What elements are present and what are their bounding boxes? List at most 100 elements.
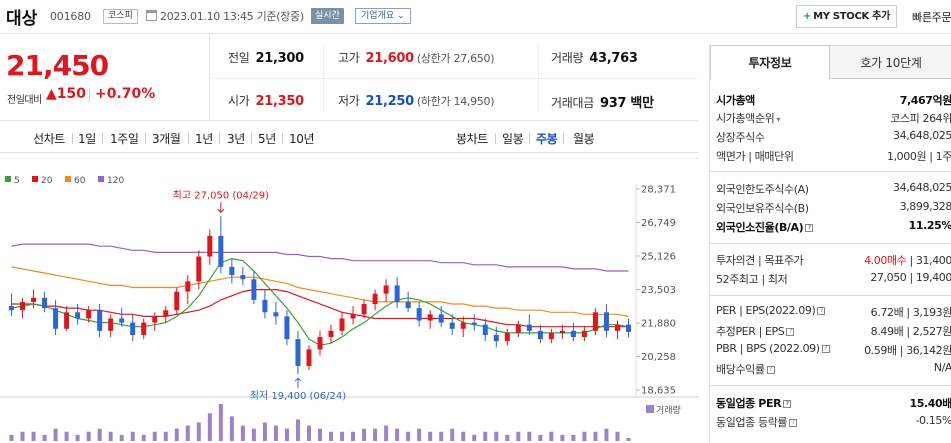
est-per-eps-row: 추정PER | EPS? 8.49배 | 2,527원	[716, 325, 951, 338]
y-tick-label: 25,126	[641, 252, 676, 263]
volume: 거래량 43,763	[551, 51, 638, 66]
legend-label-120: 120	[107, 176, 124, 186]
volume-bar	[505, 434, 510, 441]
candle-body	[493, 334, 499, 342]
foreign-holding-row: 외국인보유주식수(B) 3,899,328	[716, 200, 951, 215]
volume-bar	[428, 431, 433, 441]
candle-body	[64, 312, 70, 329]
candle-body	[196, 256, 202, 282]
candle-body	[141, 322, 147, 335]
period-1d[interactable]: 1일	[78, 132, 96, 146]
change-label: 전일대비	[7, 95, 42, 106]
pbr-bps-row: PBR | BPS (2022.09)? 0.59배 | 36,142원	[716, 342, 951, 357]
info-icon: ?	[805, 224, 814, 232]
foreign-limit-row: 외국인한도주식수(A) 34,648,025	[716, 181, 951, 196]
ma120-line	[11, 243, 629, 272]
timestamp: 2023.01.10 13:45 기준(장중)	[160, 10, 304, 23]
candle-body	[427, 314, 433, 321]
volume-bar	[461, 431, 466, 441]
volume-bar	[108, 431, 113, 441]
volume-bar	[9, 434, 14, 441]
volume-bar	[20, 431, 25, 441]
volume-bar	[626, 437, 631, 441]
volume-bar	[86, 431, 91, 441]
legend-label-20: 20	[41, 176, 53, 186]
candle-body	[570, 330, 576, 338]
volume-bar	[527, 431, 532, 441]
volume-bar	[185, 425, 190, 441]
line-chart-label: 선차트	[33, 132, 65, 146]
candle-body	[339, 318, 345, 331]
candle-body	[86, 310, 92, 319]
add-mystock-button[interactable]: + MY STOCK 추가	[796, 5, 897, 28]
trade-amount: 거래대금 937 백만	[551, 96, 654, 111]
volume-bar	[119, 434, 124, 441]
y-tick-label: 23,503	[641, 285, 676, 296]
candle-body	[504, 332, 510, 342]
candle-body	[174, 291, 180, 311]
tab-orderbook[interactable]: 호가 10단계	[830, 45, 951, 79]
market-cap-row: 시가총액 7,467억원	[716, 94, 951, 107]
info-icon: ?	[766, 366, 775, 374]
candlestick-chart[interactable]: 5 20 60 120 28,371 26,749 25,126 23,503 21,880 20…	[0, 154, 699, 443]
candle-body	[537, 330, 543, 340]
volume-bar	[196, 422, 201, 441]
candle-daily[interactable]: 일봉	[502, 132, 524, 146]
period-3y[interactable]: 3년	[227, 132, 245, 146]
volume-bar	[571, 434, 576, 441]
candle-body	[75, 312, 81, 319]
candle-body	[482, 324, 488, 335]
volume-bar	[229, 416, 234, 441]
candle-body	[350, 314, 356, 319]
period-10y[interactable]: 10년	[289, 132, 315, 146]
price-chart[interactable]: 5 20 60 120 28,371 26,749 25,126 23,503 21,880 20…	[0, 154, 699, 443]
candle-body	[471, 322, 477, 325]
plus-icon: +	[803, 11, 812, 22]
info-icon: ?	[821, 345, 830, 353]
dividend-row: 배당수익률? N/A	[716, 361, 951, 376]
candle-body	[581, 330, 587, 338]
legend-swatch-20	[32, 176, 38, 182]
period-1w[interactable]: 1주일	[110, 132, 139, 146]
volume-bar	[549, 431, 554, 441]
volume-bar	[329, 431, 334, 441]
candle-body	[526, 324, 532, 331]
legend-label-60: 60	[74, 176, 86, 186]
volume-bar	[582, 431, 587, 441]
candle-body	[251, 279, 257, 300]
realtime-button[interactable]: 실시간	[311, 8, 344, 24]
candle-body	[603, 312, 609, 331]
top-bar: 대상 001680 코스피 2023.01.10 13:45 기준(장중) 실시…	[0, 0, 951, 34]
candle-body	[295, 339, 301, 366]
high-arrow-icon	[217, 202, 225, 213]
company-info-button[interactable]: 기업개요 ⌄	[355, 8, 411, 24]
candle-body	[97, 310, 103, 331]
period-5y[interactable]: 5년	[258, 132, 276, 146]
industry-per-row: 동일업종 PER? 15.40배	[716, 397, 951, 410]
tab-investment-info[interactable]: 투자정보	[710, 45, 830, 79]
ma60-line	[11, 266, 629, 317]
period-1y[interactable]: 1년	[195, 132, 213, 146]
volume-bar	[406, 431, 411, 441]
low-arrow-icon	[294, 377, 302, 389]
candle-body	[361, 304, 367, 315]
quick-order-link[interactable]: 빠른주문	[912, 11, 951, 24]
candle-body	[383, 285, 389, 294]
candle-body	[328, 330, 334, 338]
volume-bar	[494, 431, 499, 441]
candle-body	[240, 275, 246, 280]
candle-body	[306, 349, 312, 366]
candle-weekly[interactable]: 주봉	[536, 132, 558, 146]
candle-monthly[interactable]: 월봉	[573, 132, 595, 146]
volume-bar	[31, 431, 36, 441]
info-icon: ?	[817, 307, 826, 315]
candle-body	[460, 322, 466, 329]
candle-body	[108, 318, 114, 331]
period-3m[interactable]: 3개월	[152, 132, 181, 146]
volume-bar	[373, 428, 378, 441]
market-badge: 코스피	[103, 9, 138, 24]
candle-body	[218, 235, 224, 267]
volume-bar	[207, 413, 212, 441]
y-tick-label: 28,371	[641, 185, 676, 196]
candle-body	[394, 285, 400, 302]
